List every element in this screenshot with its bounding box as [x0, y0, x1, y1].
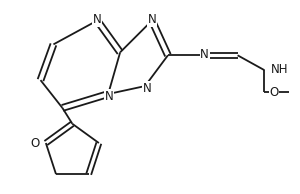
Text: O: O — [269, 86, 279, 99]
Text: N: N — [142, 81, 152, 94]
Text: N: N — [200, 48, 209, 61]
Text: N: N — [105, 89, 114, 102]
Text: N: N — [148, 13, 156, 26]
Text: O: O — [31, 137, 40, 150]
Text: NH: NH — [270, 63, 288, 76]
Text: N: N — [93, 13, 102, 26]
